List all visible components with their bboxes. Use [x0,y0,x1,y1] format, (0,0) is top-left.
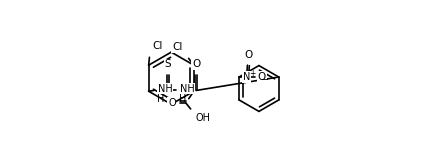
Text: OH: OH [195,113,210,123]
Text: O: O [244,50,252,61]
Text: S: S [164,59,171,70]
Text: NH: NH [180,84,194,94]
Text: H: H [179,94,187,104]
Text: +: + [249,69,256,78]
Text: O: O [192,59,200,70]
Text: −: − [261,75,269,85]
Text: N: N [243,72,250,82]
Text: NH: NH [157,84,172,94]
Text: O: O [168,98,175,108]
Text: H: H [156,94,164,104]
Text: Cl: Cl [172,42,182,52]
Text: O: O [258,72,266,82]
Text: Cl: Cl [152,41,163,51]
